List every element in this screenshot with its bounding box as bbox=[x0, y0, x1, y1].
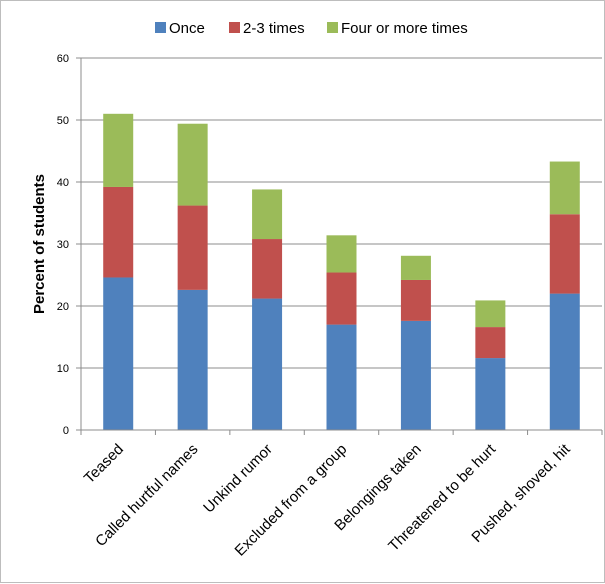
bar-segment-four-or-more-times bbox=[549, 161, 580, 215]
bar-segment-2-3-times bbox=[252, 239, 283, 299]
y-tick-label: 10 bbox=[57, 363, 69, 375]
bar-segment-once bbox=[549, 293, 580, 430]
bar-segment-2-3-times bbox=[326, 272, 357, 325]
bar-segment-2-3-times bbox=[400, 279, 431, 321]
bar-segment-2-3-times bbox=[177, 205, 208, 290]
legend: Once 2-3 times Four or more times bbox=[155, 20, 468, 37]
bar-segment-2-3-times bbox=[103, 186, 134, 278]
bar-segment-2-3-times bbox=[549, 214, 580, 294]
bar-segment-once bbox=[326, 324, 357, 430]
bar-segment-four-or-more-times bbox=[177, 123, 208, 206]
x-category-label: Teased bbox=[81, 441, 127, 487]
y-tick-labels: 0 10 20 30 40 50 60 bbox=[57, 53, 69, 437]
bar-segment-2-3-times bbox=[475, 327, 506, 359]
bar-segment-once bbox=[475, 358, 506, 430]
bar-segment-once bbox=[400, 320, 431, 430]
legend-swatch bbox=[155, 22, 166, 33]
legend-label: 2-3 times bbox=[243, 20, 305, 37]
legend-swatch bbox=[229, 22, 240, 33]
y-tick-label: 0 bbox=[63, 425, 69, 437]
bar-segment-once bbox=[177, 289, 208, 430]
y-tick-label: 60 bbox=[57, 53, 69, 65]
legend-swatch bbox=[327, 22, 338, 33]
y-tick-label: 20 bbox=[57, 301, 69, 313]
bars bbox=[103, 113, 580, 430]
bar-segment-four-or-more-times bbox=[400, 255, 431, 280]
bar-segment-four-or-more-times bbox=[475, 300, 506, 328]
bar-segment-four-or-more-times bbox=[103, 113, 134, 187]
y-tick-label: 30 bbox=[57, 239, 69, 251]
legend-label: Four or more times bbox=[341, 20, 468, 37]
legend-label: Once bbox=[169, 20, 205, 37]
bar-segment-once bbox=[103, 277, 134, 430]
bar-segment-four-or-more-times bbox=[326, 235, 357, 273]
y-tick-label: 40 bbox=[57, 177, 69, 189]
axes bbox=[76, 57, 603, 435]
bar-segment-once bbox=[252, 298, 283, 430]
x-category-label: Unkind rumor bbox=[200, 441, 276, 517]
bar-segment-four-or-more-times bbox=[252, 189, 283, 240]
y-tick-label: 50 bbox=[57, 115, 69, 127]
y-axis-title: Percent of students bbox=[31, 174, 48, 314]
